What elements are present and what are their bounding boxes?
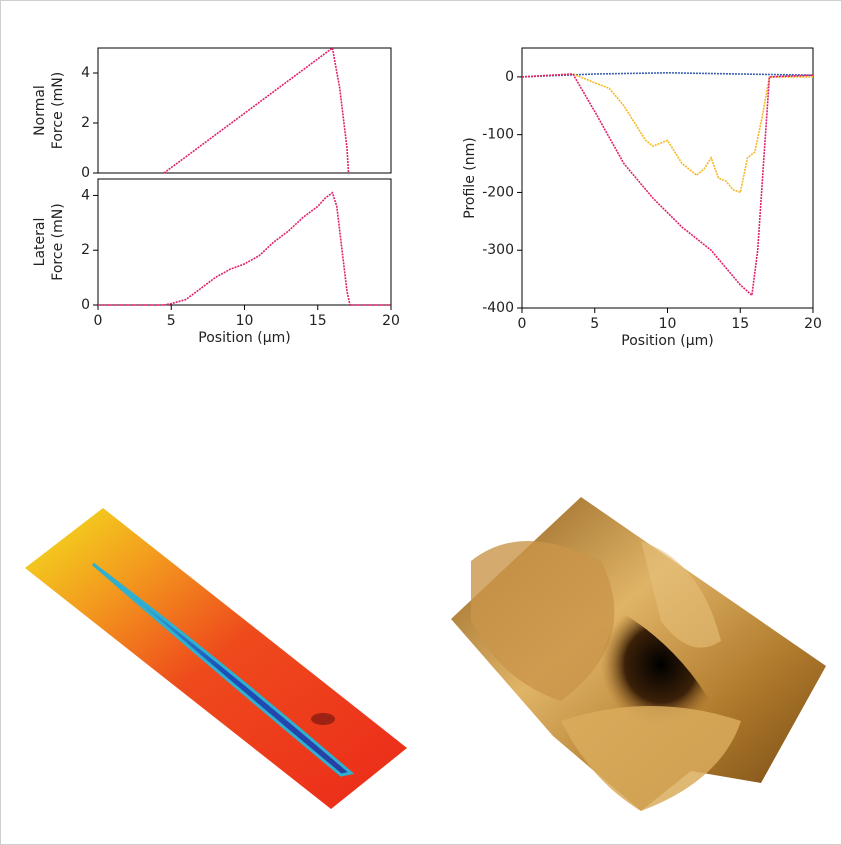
x-tick-label: 20 <box>382 313 400 329</box>
y-tick-label: 4 <box>81 65 90 81</box>
x-tick-label: 5 <box>590 316 599 332</box>
plot-frame <box>97 178 392 306</box>
x-tick-label: 10 <box>236 313 254 329</box>
y-tick-label: 0 <box>505 69 514 85</box>
x-tick-label: 0 <box>518 316 527 332</box>
y-axis-label: Lateral <box>32 218 48 267</box>
x-tick-label: 15 <box>731 316 749 332</box>
y-axis-label: Normal <box>32 85 48 136</box>
y-axis-label: Profile (nm) <box>462 137 478 218</box>
y-tick-label: -100 <box>482 127 514 143</box>
data-line <box>98 191 391 306</box>
data-line <box>521 71 814 78</box>
x-tick-label: 10 <box>659 316 677 332</box>
afm-image-right <box>451 497 826 811</box>
y-tick-label: 4 <box>81 187 90 203</box>
data-line <box>163 46 350 174</box>
x-tick-label: 0 <box>94 313 103 329</box>
afm-image-left <box>25 508 407 809</box>
x-tick-label: 15 <box>309 313 327 329</box>
y-tick-label: -200 <box>482 184 514 200</box>
y-tick-label: 2 <box>81 242 90 258</box>
x-axis-label: Position (µm) <box>198 330 290 346</box>
y-tick-label: -300 <box>482 242 514 258</box>
y-axis-label: Force (mN) <box>50 72 66 149</box>
y-tick-label: 0 <box>81 297 90 313</box>
x-tick-label: 20 <box>804 316 822 332</box>
y-axis-label: Force (mN) <box>50 203 66 280</box>
x-axis-label: Position (µm) <box>621 333 713 349</box>
y-tick-label: 2 <box>81 115 90 131</box>
x-tick-label: 5 <box>167 313 176 329</box>
data-line <box>521 73 814 297</box>
y-tick-label: 0 <box>81 165 90 181</box>
y-tick-label: -400 <box>482 300 514 316</box>
plot-frame <box>97 47 392 174</box>
data-line <box>521 73 813 194</box>
